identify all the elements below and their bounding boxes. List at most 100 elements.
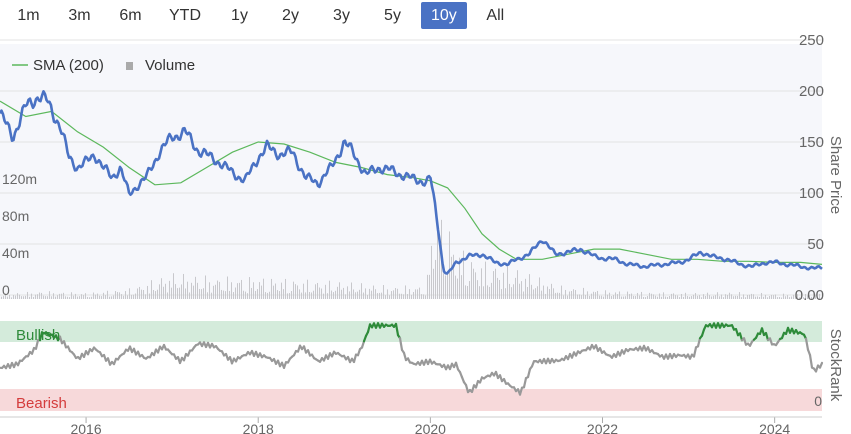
volume-bar [495, 268, 496, 299]
volume-bar [455, 275, 456, 299]
range-button-all[interactable]: All [486, 7, 505, 24]
range-button-1y[interactable]: 1y [231, 7, 248, 24]
volume-bar [713, 295, 714, 299]
volume-bar [225, 291, 226, 299]
range-button-3m[interactable]: 3m [68, 7, 91, 24]
volume-bar [807, 295, 808, 299]
volume-bar [487, 285, 488, 299]
volume-bar [291, 291, 292, 299]
volume-bar [239, 282, 240, 299]
volume-bar [769, 295, 770, 299]
legend-volume-swatch [126, 62, 133, 70]
volume-bar [113, 295, 114, 299]
volume-bar [353, 289, 354, 299]
volume-bar [211, 292, 212, 299]
volume-bar [623, 296, 624, 299]
stockrank-segment [804, 337, 810, 351]
volume-bar [503, 272, 504, 299]
volume-bar [285, 278, 286, 299]
volume-bar [381, 292, 382, 299]
volume-bar [551, 283, 552, 299]
range-button-6m[interactable]: 6m [119, 7, 142, 24]
volume-bar [571, 291, 572, 299]
range-button-10y[interactable]: 10y [421, 2, 467, 29]
volume-bar [491, 282, 492, 299]
volume-bar [279, 291, 280, 299]
bearish-label: Bearish [16, 395, 67, 412]
volume-bar [507, 266, 508, 299]
volume-bar [557, 292, 558, 299]
stockrank-segment [696, 337, 702, 348]
volume-bar [369, 288, 370, 299]
volume-bar [207, 292, 208, 299]
volume-bar [41, 292, 42, 299]
volume-bar [621, 296, 622, 299]
volume-bar [635, 296, 636, 299]
volume-bar [789, 297, 790, 299]
volume-bar [11, 297, 12, 299]
volume-bar [289, 293, 290, 299]
range-button-5y[interactable]: 5y [384, 7, 401, 24]
volume-bar [533, 289, 534, 299]
range-button-1m[interactable]: 1m [17, 7, 40, 24]
volume-bar [595, 292, 596, 299]
volume-bar [609, 292, 610, 299]
volume-bar [409, 289, 410, 299]
volume-bar [355, 292, 356, 299]
volume-bar [657, 296, 658, 299]
volume-bar [329, 280, 330, 299]
volume-bar [395, 288, 396, 299]
volume-bar [663, 292, 664, 299]
volume-bar [625, 296, 626, 299]
volume-bar [469, 281, 470, 299]
volume-bar [471, 262, 472, 299]
volume-bar [69, 297, 70, 299]
volume-bar [735, 295, 736, 299]
volume-bar [35, 294, 36, 299]
range-button-3y[interactable]: 3y [333, 7, 350, 24]
volume-bar [419, 287, 420, 299]
volume-bar [583, 287, 584, 299]
volume-bar [599, 295, 600, 299]
volume-bar [511, 287, 512, 299]
volume-tick-label: 120m [2, 171, 37, 187]
volume-bar [389, 295, 390, 299]
volume-bar [679, 297, 680, 299]
volume-bar [125, 291, 126, 299]
volume-bar [565, 289, 566, 299]
legend-sma-label[interactable]: SMA (200) [33, 57, 104, 74]
volume-bar [629, 294, 630, 299]
volume-bar [631, 293, 632, 299]
volume-bar [401, 293, 402, 299]
volume-bar [677, 295, 678, 299]
stockrank-segment [808, 353, 814, 369]
volume-bar [413, 292, 414, 299]
volume-bar [637, 292, 638, 299]
volume-bar [301, 292, 302, 299]
legend-volume-label[interactable]: Volume [145, 57, 195, 74]
volume-bar [445, 275, 446, 299]
volume-bar [135, 293, 136, 299]
volume-bar [81, 294, 82, 299]
bearish-band [0, 389, 822, 411]
volume-bar [435, 259, 436, 299]
volume-bar [93, 292, 94, 299]
volume-bar [761, 292, 762, 299]
range-button-ytd[interactable]: YTD [169, 7, 201, 24]
volume-bar [233, 292, 234, 299]
stockrank-segment [454, 361, 460, 371]
range-button-2y[interactable]: 2y [282, 7, 299, 24]
volume-bar [161, 278, 162, 299]
volume-bar [85, 293, 86, 299]
volume-bar [465, 285, 466, 299]
volume-bar [627, 291, 628, 299]
volume-bar [177, 288, 178, 299]
volume-bar [99, 295, 100, 299]
volume-bar [813, 296, 814, 299]
volume-bar [309, 292, 310, 299]
volume-bar [733, 296, 734, 299]
volume-bar [701, 297, 702, 299]
volume-bar [67, 296, 68, 299]
volume-bar [505, 288, 506, 299]
volume-bar [263, 278, 264, 299]
